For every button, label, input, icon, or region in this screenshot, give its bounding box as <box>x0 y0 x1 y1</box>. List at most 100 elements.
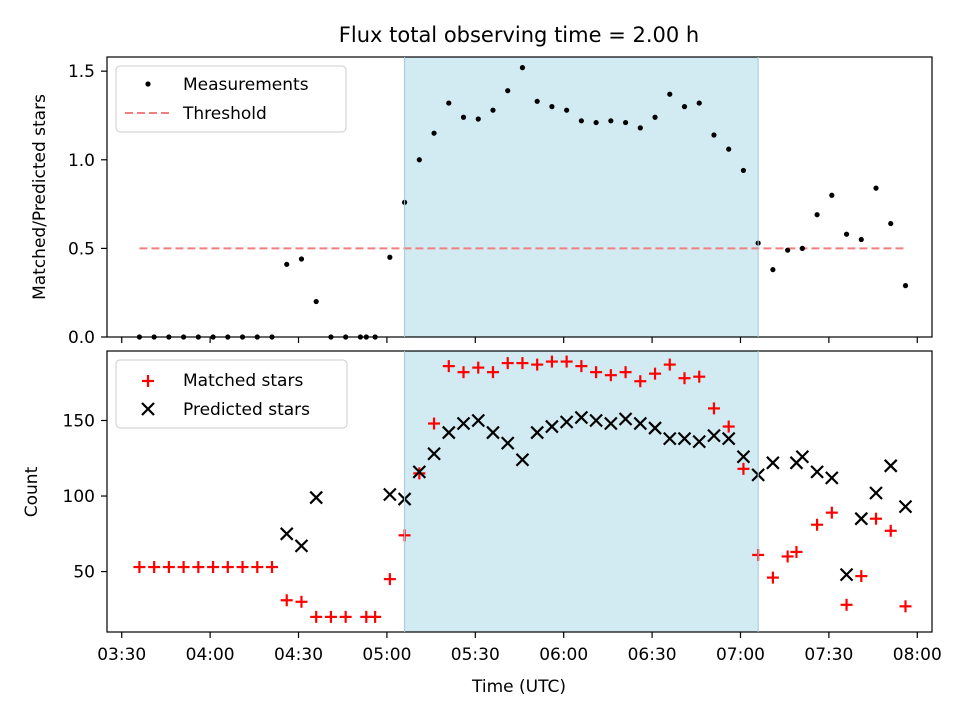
predicted-star-point <box>677 431 692 446</box>
matched-star-point <box>722 420 735 433</box>
legend-measurements-label: Measurements <box>183 75 309 95</box>
measurement-point <box>711 132 717 138</box>
matched-star-point <box>280 594 293 607</box>
matched-star-point <box>649 367 662 380</box>
top-plot-frame <box>106 56 933 338</box>
x-tick-label: 07:30 <box>804 645 853 665</box>
top-y-tick-label: 0.0 <box>68 328 95 348</box>
measurement-point <box>740 167 747 174</box>
predicted-star-point <box>412 465 427 479</box>
measurement-point <box>608 118 614 124</box>
matched-star-point <box>442 360 455 373</box>
legend-measurements-marker <box>145 81 151 87</box>
matched-star-point <box>737 462 750 475</box>
predicted-star-point <box>279 527 294 541</box>
matched-star-point <box>295 595 308 608</box>
matched-star-point <box>266 561 278 574</box>
measurement-point <box>873 185 879 191</box>
matched-star-point <box>162 561 175 574</box>
bottom-plot-frame <box>106 350 933 633</box>
predicted-star-point <box>692 434 707 449</box>
predicted-star-point <box>869 486 883 500</box>
bottom-y-axis-label: Count <box>22 466 42 517</box>
legend-matched-marker <box>142 375 154 387</box>
top-shaded-region <box>404 57 759 337</box>
predicted-star-point <box>471 413 486 428</box>
predicted-star-point <box>736 449 751 464</box>
matched-star-point <box>884 524 897 537</box>
measurement-point <box>446 100 452 106</box>
measurement-point <box>564 107 570 113</box>
bottom-y-tick-label: 150 <box>63 411 95 431</box>
measurement-point <box>490 107 496 113</box>
bottom-legend: Matched stars Predicted stars <box>115 359 348 429</box>
measurement-point <box>726 146 732 152</box>
legend-predicted-label: Predicted stars <box>183 400 310 420</box>
top-y-tick-label: 0.5 <box>68 239 95 259</box>
matched-star-point <box>790 545 803 558</box>
matched-star-point <box>590 366 603 379</box>
matched-star-point <box>383 573 396 586</box>
matched-star-point <box>811 518 824 531</box>
measurement-point <box>431 130 437 136</box>
matched-star-point <box>560 355 573 368</box>
predicted-star-point <box>545 419 559 434</box>
matched-star-point <box>545 355 558 368</box>
measurement-point <box>888 220 894 227</box>
matched-star-point <box>516 357 529 370</box>
matched-star-point <box>428 417 441 430</box>
x-tick-label: 07:00 <box>716 645 765 665</box>
measurement-point <box>578 118 584 124</box>
matched-star-point <box>324 610 337 623</box>
measurement-point <box>902 283 909 289</box>
predicted-star-point <box>515 452 530 467</box>
top-panel: 0.0 0.5 1.0 1.5 Matched/Predicted stars Mea… <box>30 56 933 348</box>
predicted-star-point <box>442 425 456 440</box>
matched-star-point <box>825 506 838 519</box>
matched-star-point <box>634 375 647 388</box>
predicted-star-point <box>530 425 544 440</box>
bottom-panel: 50 100 150 03:30 04:00 04:30 05:00 05:30 06:00 06… <box>22 350 942 697</box>
predicted-star-point <box>707 428 721 443</box>
matched-star-point <box>207 561 220 574</box>
matched-star-point <box>251 561 264 574</box>
matched-star-point <box>148 561 161 574</box>
predicted-star-point <box>633 416 648 431</box>
predicted-star-point <box>427 446 441 461</box>
measurement-point <box>637 125 643 131</box>
predicted-star-point <box>294 539 309 553</box>
measurement-point <box>622 119 629 126</box>
matched-star-point <box>339 610 352 623</box>
x-tick-label: 04:00 <box>186 645 235 665</box>
measurement-point <box>814 212 820 218</box>
matched-star-point <box>486 366 499 379</box>
predicted-star-point <box>883 459 898 473</box>
measurement-point <box>519 65 526 71</box>
measurement-point <box>416 157 422 163</box>
matched-star-point <box>236 561 249 574</box>
matched-star-point <box>575 360 588 373</box>
matched-star-point <box>369 610 382 623</box>
predicted-star-point <box>383 487 397 502</box>
predicted-star-point <box>825 471 839 485</box>
predicted-star-point <box>589 413 603 428</box>
matched-star-point <box>619 366 632 379</box>
matched-star-point <box>501 357 514 370</box>
measurement-point <box>785 247 791 253</box>
matched-star-point <box>678 372 691 385</box>
matched-star-point <box>310 610 323 623</box>
measurement-point <box>652 114 658 120</box>
measurement-point <box>549 104 555 110</box>
predicted-star-point <box>839 567 854 582</box>
predicted-star-point <box>766 456 780 470</box>
matched-star-point <box>177 561 190 574</box>
legend-matched-label: Matched stars <box>183 371 303 391</box>
measurement-point <box>298 256 305 262</box>
matched-star-point <box>899 600 912 613</box>
predicted-star-point <box>486 425 500 440</box>
predicted-star-point <box>648 421 662 435</box>
matched-star-point <box>840 598 853 611</box>
measurement-point <box>505 88 511 94</box>
legend-threshold-label: Threshold <box>182 104 267 124</box>
